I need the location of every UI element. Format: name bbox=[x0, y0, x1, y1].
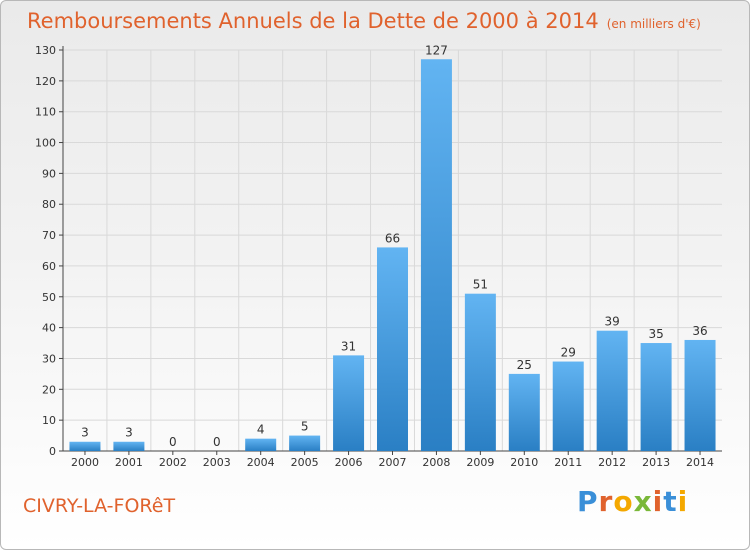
logo-letter: t bbox=[663, 485, 678, 518]
bar-2010[interactable] bbox=[508, 373, 540, 451]
x-tick-label-2011: 2011 bbox=[554, 456, 582, 469]
logo-letter: r bbox=[598, 485, 614, 518]
value-label-2002: 0 bbox=[169, 435, 177, 449]
y-tick-label: 50 bbox=[42, 291, 56, 304]
y-tick-label: 40 bbox=[42, 322, 56, 335]
value-label-2007: 66 bbox=[385, 231, 400, 245]
y-tick-label: 0 bbox=[49, 445, 56, 458]
value-label-2008: 127 bbox=[425, 43, 448, 57]
y-tick-label: 90 bbox=[42, 167, 56, 180]
logo-letter: x bbox=[633, 485, 653, 518]
x-tick-label-2004: 2004 bbox=[247, 456, 275, 469]
x-tick-label-2007: 2007 bbox=[379, 456, 407, 469]
y-tick-label: 130 bbox=[35, 44, 56, 57]
value-label-2003: 0 bbox=[213, 435, 221, 449]
y-tick-label: 30 bbox=[42, 352, 56, 365]
bar-2001[interactable] bbox=[113, 441, 145, 451]
chart-title: Remboursements Annuels de la Dette de 20… bbox=[27, 9, 701, 33]
x-tick-label-2005: 2005 bbox=[291, 456, 319, 469]
title-unit: (en milliers d'€) bbox=[606, 17, 701, 31]
value-label-2004: 4 bbox=[257, 423, 265, 437]
value-label-2009: 51 bbox=[473, 278, 488, 292]
value-label-2012: 39 bbox=[605, 315, 620, 329]
bar-2012[interactable] bbox=[596, 330, 628, 451]
x-tick-label-2001: 2001 bbox=[115, 456, 143, 469]
x-tick-label-2000: 2000 bbox=[71, 456, 99, 469]
bar-2011[interactable] bbox=[552, 361, 584, 451]
bar-2007[interactable] bbox=[377, 247, 408, 451]
bar-2005[interactable] bbox=[289, 435, 321, 451]
value-label-2006: 31 bbox=[341, 339, 356, 353]
bar-2014[interactable] bbox=[684, 339, 716, 451]
y-tick-label: 60 bbox=[42, 260, 56, 273]
commune-name: CIVRY-LA-FORêT bbox=[23, 495, 176, 517]
bar-2006[interactable] bbox=[333, 355, 365, 451]
value-label-2001: 3 bbox=[125, 426, 133, 440]
value-label-2005: 5 bbox=[301, 420, 309, 434]
value-label-2013: 35 bbox=[648, 327, 663, 341]
bar-2008[interactable] bbox=[420, 59, 452, 451]
x-tick-label-2012: 2012 bbox=[598, 456, 626, 469]
bar-2004[interactable] bbox=[245, 438, 277, 451]
y-tick-label: 80 bbox=[42, 198, 56, 211]
bar-2013[interactable] bbox=[640, 343, 672, 451]
logo-letter: o bbox=[613, 485, 634, 518]
value-label-2011: 29 bbox=[561, 346, 576, 360]
logo-letter: i bbox=[652, 485, 664, 518]
logo-letter: i bbox=[677, 485, 689, 518]
y-tick-label: 70 bbox=[42, 229, 56, 242]
y-tick-label: 20 bbox=[42, 383, 56, 396]
x-tick-label-2002: 2002 bbox=[159, 456, 187, 469]
value-label-2000: 3 bbox=[81, 426, 89, 440]
bar-2000[interactable] bbox=[69, 441, 101, 451]
proxiti-logo[interactable]: Proxiti bbox=[577, 485, 688, 518]
y-tick-label: 110 bbox=[35, 106, 56, 119]
logo-letter: P bbox=[577, 485, 599, 518]
x-tick-label-2003: 2003 bbox=[203, 456, 231, 469]
title-text: Remboursements Annuels de la Dette de 20… bbox=[27, 9, 599, 33]
x-tick-label-2006: 2006 bbox=[335, 456, 363, 469]
value-label-2014: 36 bbox=[692, 324, 707, 338]
bar-2009[interactable] bbox=[464, 293, 496, 451]
y-tick-label: 100 bbox=[35, 137, 56, 150]
x-tick-label-2010: 2010 bbox=[510, 456, 538, 469]
x-tick-label-2014: 2014 bbox=[686, 456, 714, 469]
x-tick-label-2008: 2008 bbox=[422, 456, 450, 469]
value-label-2010: 25 bbox=[517, 358, 532, 372]
y-tick-label: 120 bbox=[35, 75, 56, 88]
x-tick-label-2013: 2013 bbox=[642, 456, 670, 469]
y-tick-label: 10 bbox=[42, 414, 56, 427]
x-tick-label-2009: 2009 bbox=[466, 456, 494, 469]
